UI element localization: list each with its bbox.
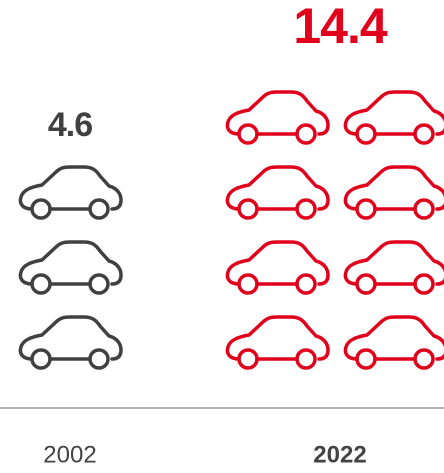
car-wheel bbox=[88, 198, 110, 220]
category-label: 2002 bbox=[43, 441, 96, 468]
car-wheel bbox=[237, 198, 259, 220]
car-wheel bbox=[30, 198, 52, 220]
car-icon bbox=[343, 240, 444, 295]
car-body bbox=[225, 240, 330, 286]
car-icon bbox=[18, 315, 123, 370]
car-wheel bbox=[413, 198, 435, 220]
car-body bbox=[225, 315, 330, 361]
value-label: 14.4 bbox=[293, 0, 388, 54]
car-icon bbox=[343, 90, 444, 145]
car-wheel bbox=[237, 273, 259, 295]
car-wheel bbox=[88, 348, 110, 370]
car-wheel bbox=[413, 273, 435, 295]
car-wheel bbox=[30, 348, 52, 370]
car-body bbox=[18, 165, 123, 211]
car-body bbox=[343, 240, 444, 286]
car-body bbox=[18, 240, 123, 286]
car-icon bbox=[225, 240, 330, 295]
car-icon bbox=[225, 90, 330, 145]
car-wheel bbox=[30, 273, 52, 295]
car-wheel bbox=[413, 123, 435, 145]
car-body bbox=[343, 90, 444, 136]
value-label: 4.6 bbox=[48, 106, 92, 144]
car-wheel bbox=[295, 123, 317, 145]
car-body bbox=[343, 315, 444, 361]
car-icon bbox=[225, 315, 330, 370]
car-body bbox=[18, 315, 123, 361]
car-wheel bbox=[88, 273, 110, 295]
car-wheel bbox=[295, 273, 317, 295]
car-body bbox=[225, 90, 330, 136]
car-icon bbox=[225, 165, 330, 220]
car-icon bbox=[18, 240, 123, 295]
car-wheel bbox=[237, 123, 259, 145]
car-wheel bbox=[355, 273, 377, 295]
car-wheel bbox=[295, 348, 317, 370]
car-icon bbox=[18, 165, 123, 220]
category-label: 2022 bbox=[313, 441, 366, 468]
car-icon bbox=[343, 315, 444, 370]
car-wheel bbox=[295, 198, 317, 220]
car-wheel bbox=[355, 123, 377, 145]
car-body bbox=[343, 165, 444, 211]
car-wheel bbox=[237, 348, 259, 370]
car-wheel bbox=[413, 348, 435, 370]
car-body bbox=[225, 165, 330, 211]
car-wheel bbox=[355, 198, 377, 220]
car-icon bbox=[343, 165, 444, 220]
car-wheel bbox=[355, 348, 377, 370]
